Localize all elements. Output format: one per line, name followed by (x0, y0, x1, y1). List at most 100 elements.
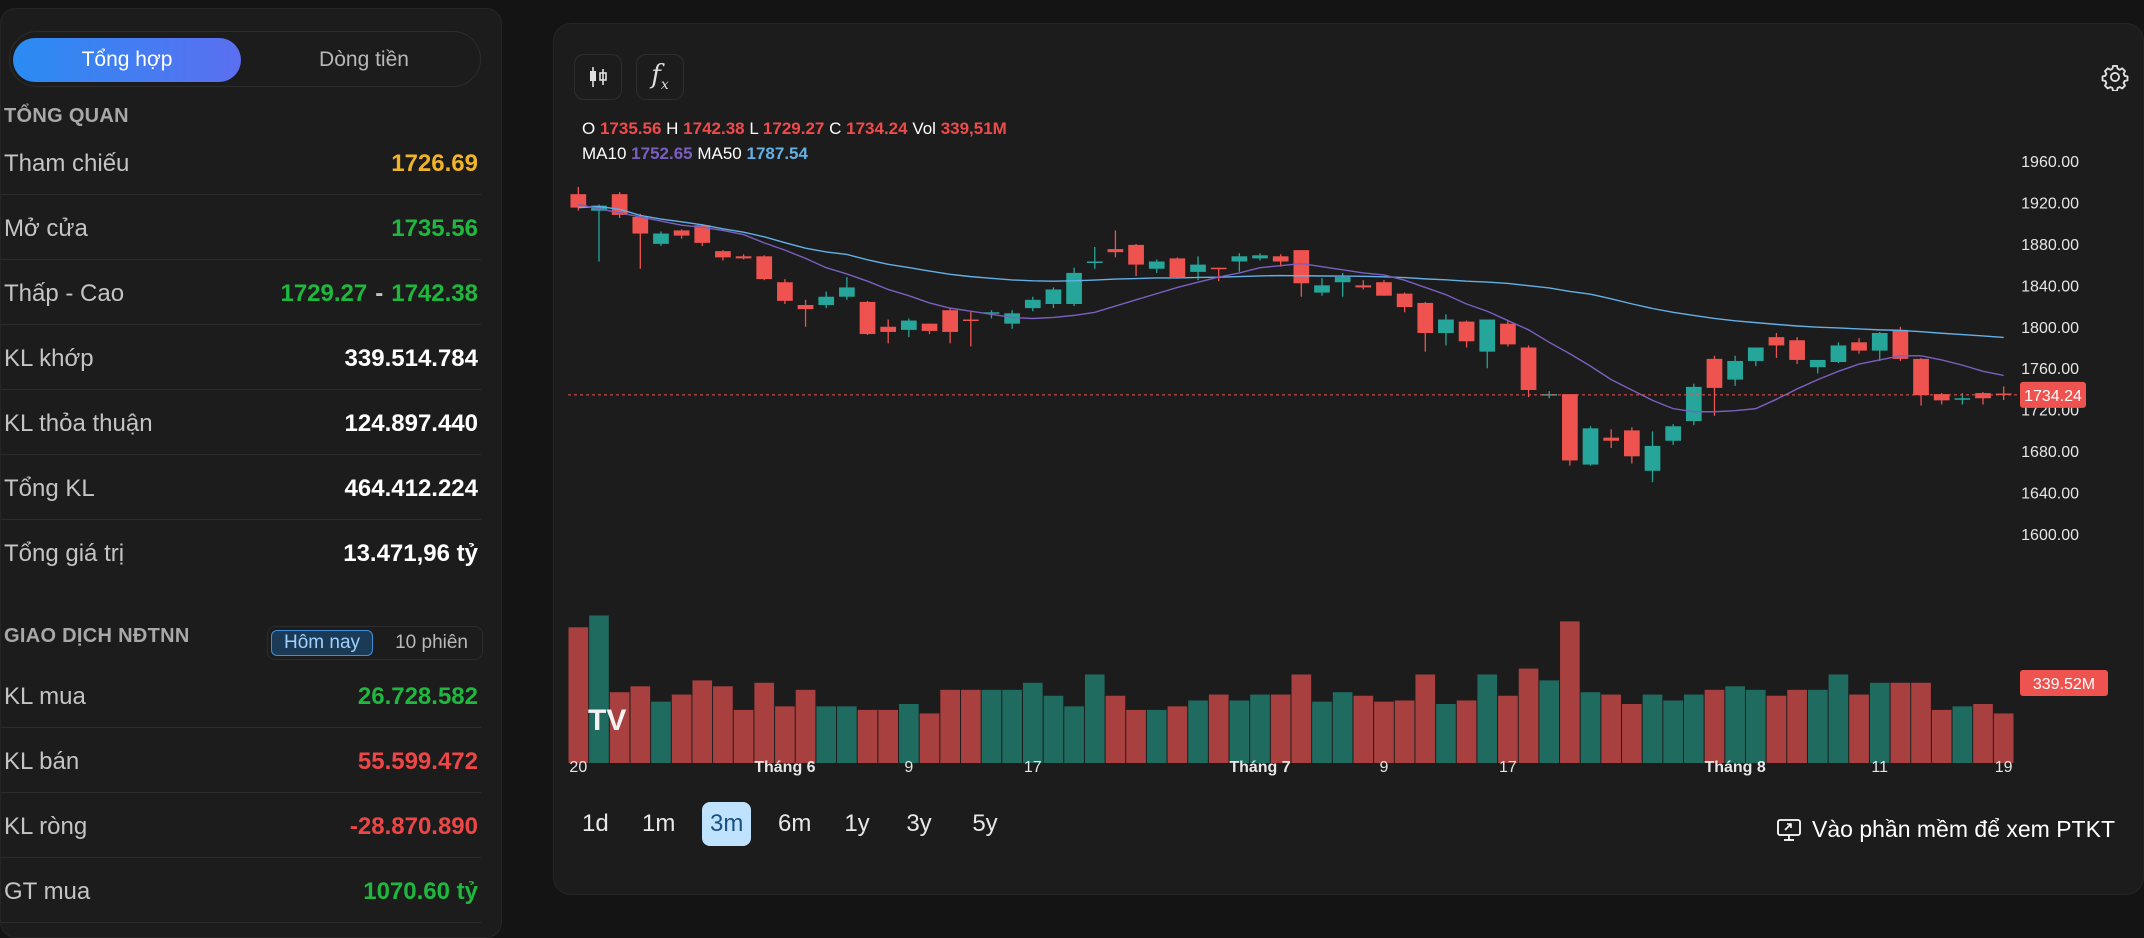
volume-bar (1126, 709, 1146, 763)
toggle-10-phien[interactable]: 10 phiên (395, 632, 468, 653)
volume-bar (837, 706, 857, 763)
stat-label: Mở cửa (4, 215, 88, 242)
ohlc-vol-label: Vol (912, 119, 936, 138)
indicator-button[interactable]: fx (636, 54, 684, 100)
candle-body (673, 230, 690, 236)
ma10-label: MA10 (582, 144, 627, 163)
stat-label: KL khớp (4, 345, 94, 372)
open-ptkt-link[interactable]: Vào phần mềm để xem PTKT (1776, 816, 2115, 843)
stat-label: Tổng giá trị (4, 540, 125, 567)
stat-row-gt-mua: GT mua 1070.60 tỷ (1, 859, 481, 923)
candle-body (1603, 437, 1620, 441)
candle-body (1148, 261, 1165, 269)
price-chart[interactable]: 1960.00 1920.00 1880.00 1840.00 1800.00 1760.… (554, 24, 2144, 804)
stat-row-kl-thoa-thuan: KL thỏa thuận 124.897.440 (1, 391, 481, 455)
x-tick-label: 17 (1024, 759, 1042, 776)
volume-bar (940, 689, 960, 763)
x-tick-label: Tháng 8 (1704, 759, 1765, 776)
candle-body (1438, 319, 1454, 333)
stat-row-tong-kl: Tổng KL 464.412.224 (1, 456, 481, 520)
y-tick-label: 1880.00 (2021, 237, 2079, 254)
high-price: 1742.38 (391, 280, 478, 307)
volume-bar (1952, 706, 1973, 763)
tab-dong-tien[interactable]: Dòng tiền (319, 48, 409, 71)
period-3m[interactable]: 3m (702, 802, 752, 846)
candle-body (1892, 329, 1909, 359)
panel-tabs: Tổng hợp Dòng tiền (9, 31, 481, 87)
candle-body (1830, 345, 1847, 363)
tab-tong-hop[interactable]: Tổng hợp (13, 38, 241, 82)
last-price-label: 1734.24 (2024, 388, 2082, 405)
candle-body (1066, 272, 1082, 304)
stat-row-kl-ban: KL bán 55.599.472 (1, 729, 481, 793)
candle-body (1665, 426, 1682, 441)
overview-section-title: TỔNG QUAN (4, 105, 129, 127)
volume-bar (1849, 694, 1869, 763)
y-tick-label: 1960.00 (2021, 154, 2079, 171)
candle-body (1355, 285, 1372, 288)
volume-bar (1601, 694, 1622, 763)
candle-body (839, 287, 855, 297)
volume-bar (1498, 695, 1518, 763)
period-6m[interactable]: 6m (778, 810, 812, 837)
ohlc-high: 1742.38 (683, 119, 745, 138)
volume-bar (1146, 709, 1167, 763)
volume-bar (775, 706, 795, 763)
volume-bar (919, 713, 940, 763)
stat-label: Thấp - Cao (4, 280, 125, 307)
candle-body (1809, 359, 1826, 368)
candle-body (1582, 428, 1599, 465)
volume-bar (1828, 674, 1849, 763)
period-1m[interactable]: 1m (642, 810, 676, 837)
y-tick-label: 1920.00 (2021, 195, 2079, 212)
volume-bar (816, 706, 837, 763)
chart-type-button[interactable] (574, 54, 622, 100)
y-tick-label: 1800.00 (2021, 320, 2079, 337)
total-value: 13.471,96 tỷ (343, 540, 478, 567)
volume-bar (1745, 689, 1766, 763)
candle-body (611, 194, 628, 215)
candle-body (1190, 264, 1206, 272)
candlestick-icon (590, 67, 607, 87)
foreign-buy-value: 1070.60 tỷ (363, 878, 478, 905)
volume-bar (1560, 621, 1580, 763)
candle-body (1004, 313, 1020, 324)
settings-button[interactable] (2091, 54, 2139, 100)
total-volume: 464.412.224 (344, 475, 478, 502)
last-volume-tag (2020, 670, 2108, 696)
candle-body (818, 296, 835, 306)
period-5y[interactable]: 5y (972, 810, 998, 837)
volume-bar (713, 686, 733, 763)
negotiated-volume: 124.897.440 (344, 410, 478, 437)
stat-row-thap-cao: Thấp - Cao 1729.27-1742.38 (1, 261, 481, 325)
chart-card: fx O 1735.56 H 1742.38 L 1729.27 C 1734.… (553, 23, 2144, 895)
ohlc-open: 1735.56 (599, 119, 662, 138)
candle-body (1706, 358, 1723, 388)
volume-bar (589, 615, 609, 763)
volume-bar (1250, 694, 1270, 763)
volume-bar (1766, 695, 1787, 763)
candle-body (1747, 347, 1764, 361)
volume-bar (960, 689, 981, 763)
volume-bar (1477, 674, 1498, 763)
period-1d[interactable]: 1d (582, 810, 609, 837)
candle-body (1272, 256, 1289, 262)
period-1y[interactable]: 1y (844, 810, 870, 837)
candle-body (1933, 394, 1950, 401)
candle-body (1024, 299, 1041, 309)
candle-body (962, 319, 979, 322)
overview-panel: Tổng hợp Dòng tiền TỔNG QUAN Tham chiếu … (0, 8, 502, 938)
ma50-value: 1787.54 (746, 144, 808, 163)
candle-body (1107, 249, 1124, 253)
candle-body (653, 233, 669, 244)
volume-bar (1931, 709, 1952, 763)
candle-body (859, 301, 876, 335)
candle-body (983, 312, 1000, 314)
toggle-hom-nay[interactable]: Hôm nay (271, 630, 374, 656)
candle-body (1727, 360, 1743, 380)
x-tick-label: Tháng 7 (1229, 759, 1290, 776)
volume-bar (1663, 700, 1683, 763)
candle-body (1913, 358, 1929, 396)
period-3y[interactable]: 3y (906, 810, 932, 837)
candle-body (1520, 347, 1537, 390)
